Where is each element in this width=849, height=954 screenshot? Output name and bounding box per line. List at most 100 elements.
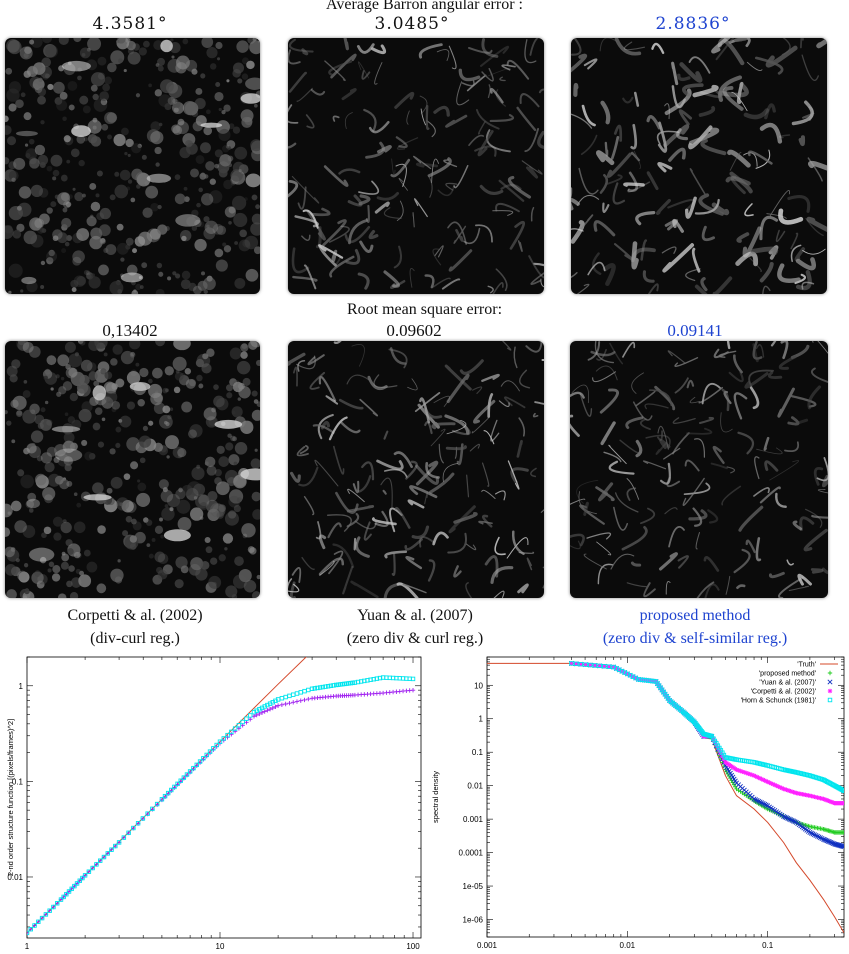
data-point	[781, 786, 786, 792]
data-point	[248, 717, 253, 722]
data-point	[827, 670, 833, 676]
data-point	[221, 736, 226, 741]
data-point	[760, 801, 766, 807]
data-point	[126, 830, 131, 836]
method-reg: (zero div & curl reg.)	[346, 630, 484, 647]
method-reg: (zero div & self-similar reg.)	[602, 630, 788, 647]
data-point	[178, 778, 183, 783]
data-point	[578, 662, 584, 667]
y-tick-label: 10	[474, 681, 483, 690]
data-point	[765, 779, 770, 785]
method-caption-yuan: Yuan & al. (2007) (zero div & curl reg.)	[300, 604, 530, 650]
data-point	[61, 894, 66, 900]
data-point	[184, 772, 190, 777]
data-point	[779, 785, 785, 791]
data-point	[747, 772, 753, 777]
legend-label: 'Corpetti & al. (2002)'	[751, 689, 816, 696]
data-point	[257, 711, 262, 717]
series-4	[569, 661, 844, 794]
legend-label: 'Yuan & al. (2007)'	[759, 680, 816, 687]
data-point	[788, 817, 794, 823]
data-point	[36, 919, 41, 925]
data-point	[583, 662, 588, 667]
data-point	[573, 661, 579, 667]
y-tick-label: 0.01	[467, 782, 483, 791]
data-point	[86, 869, 92, 874]
data-point	[840, 788, 844, 793]
data-point	[763, 778, 769, 784]
spectral-density-chart: 0.001 0.01 0.1 1e-06 1e-05 0.0001 0.001 0.01 0.1…	[425, 650, 849, 954]
method-name: proposed method	[639, 607, 751, 624]
data-point	[131, 825, 136, 831]
data-point	[320, 684, 326, 690]
data-point	[302, 688, 307, 694]
y-tick-label: 1	[19, 682, 24, 691]
series-2	[27, 675, 416, 936]
data-point	[690, 718, 696, 724]
data-point	[109, 847, 114, 852]
plot-area	[487, 660, 844, 934]
data-point	[617, 667, 622, 673]
rmse-title: Root mean square error:	[346, 301, 503, 318]
data-point	[827, 679, 833, 685]
data-point	[410, 687, 416, 693]
x-tick-label: 10	[216, 942, 225, 949]
y-tick-label: 0.0001	[459, 849, 484, 858]
y-tick-label: 0.1	[472, 748, 484, 757]
x-tick-label: 0.1	[762, 941, 774, 949]
data-point	[410, 676, 416, 682]
data-point	[312, 686, 317, 691]
data-point	[810, 831, 816, 837]
data-point	[763, 802, 769, 808]
data-point	[787, 788, 792, 793]
barron-error-yuan: 3.0485°	[374, 14, 450, 34]
legend-label: 'Truth'	[797, 662, 816, 669]
data-point	[777, 785, 783, 790]
data-point	[306, 687, 311, 693]
data-point	[194, 762, 199, 768]
data-point	[169, 787, 174, 793]
data-point	[80, 875, 85, 881]
data-point	[757, 799, 763, 805]
data-point	[762, 801, 768, 807]
data-point	[28, 926, 33, 932]
series-1	[569, 661, 844, 835]
data-point	[287, 693, 292, 699]
data-point	[116, 840, 122, 845]
data-point	[754, 797, 760, 804]
method-caption-proposed: proposed method (zero div & self-similar…	[560, 604, 830, 650]
data-point	[32, 923, 37, 928]
data-point	[822, 797, 827, 802]
data-point	[135, 821, 141, 826]
data-point	[254, 712, 259, 718]
data-point	[841, 830, 844, 835]
data-point	[823, 797, 829, 803]
data-point	[58, 897, 64, 902]
data-point	[606, 664, 612, 669]
data-point	[782, 814, 788, 820]
data-point	[207, 749, 213, 754]
data-point	[154, 801, 160, 807]
y-axis-label: spectral density	[431, 771, 440, 823]
barron-title: Average Barron angular error :	[326, 0, 523, 13]
rmse-corpetti: 0,13402	[102, 321, 158, 340]
data-point	[746, 771, 751, 776]
y-tick-label: 1	[479, 715, 484, 724]
data-point	[229, 729, 234, 735]
data-point	[64, 891, 69, 897]
data-point	[785, 788, 791, 793]
data-point	[754, 774, 760, 780]
data-point	[165, 790, 171, 796]
rmse-proposed: 0.09141	[667, 321, 723, 340]
data-point	[622, 670, 627, 675]
data-point	[244, 716, 249, 721]
data-point	[816, 834, 822, 840]
data-point	[225, 732, 230, 738]
data-point	[814, 833, 820, 839]
data-point	[39, 915, 45, 921]
data-point	[583, 662, 588, 667]
data-point	[187, 769, 193, 774]
barron-error-map-proposed	[571, 38, 827, 294]
data-point	[294, 691, 300, 696]
